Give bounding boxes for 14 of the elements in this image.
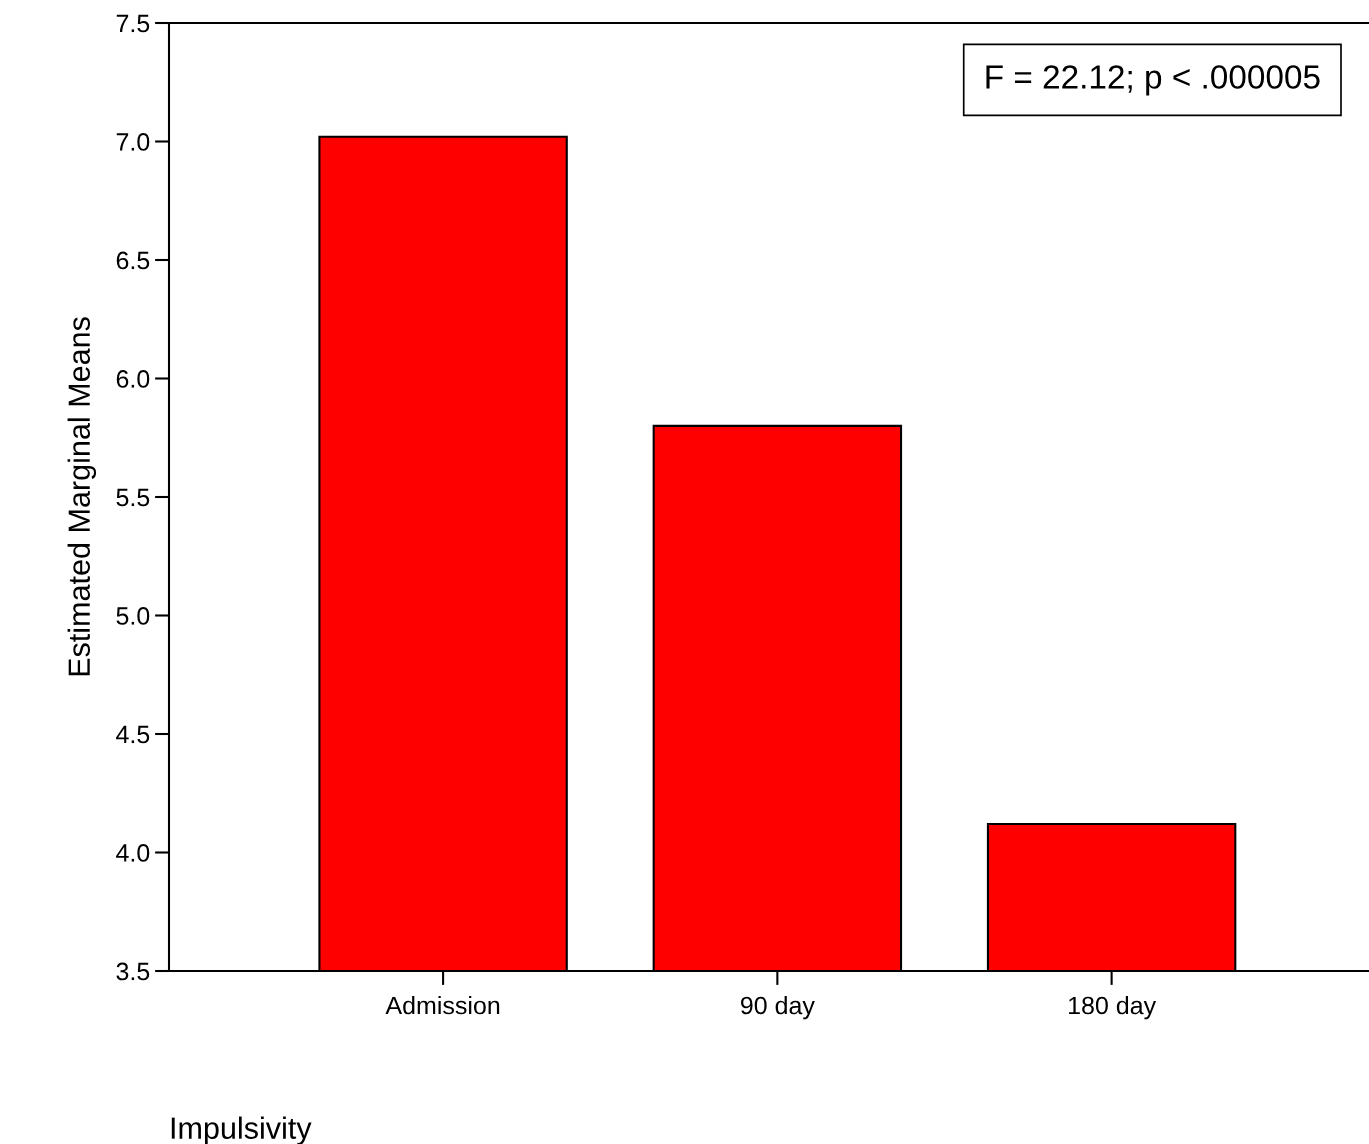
y-tick-label: 5.5 <box>116 488 150 507</box>
y-tick-label: 4.0 <box>116 844 150 862</box>
y-tick-label: 5.0 <box>116 607 150 625</box>
y-tick-label: 3.5 <box>116 962 150 981</box>
x-tick-label: Admission <box>385 996 500 1015</box>
x-tick-label: 90 day <box>741 996 815 1020</box>
y-axis-title: Estimated Marginal Means <box>67 317 97 676</box>
annotation: F = 22.12; p < .000005 <box>986 65 1320 96</box>
y-tick-label: 7.0 <box>116 133 150 151</box>
y-tick-label: 6.5 <box>116 251 150 270</box>
y-tick-label: 6.0 <box>116 370 150 388</box>
y-tick-label: 4.5 <box>116 725 150 744</box>
x-tick-label: 180 day <box>1069 996 1157 1020</box>
y-tick-label: 7.5 <box>116 14 150 33</box>
